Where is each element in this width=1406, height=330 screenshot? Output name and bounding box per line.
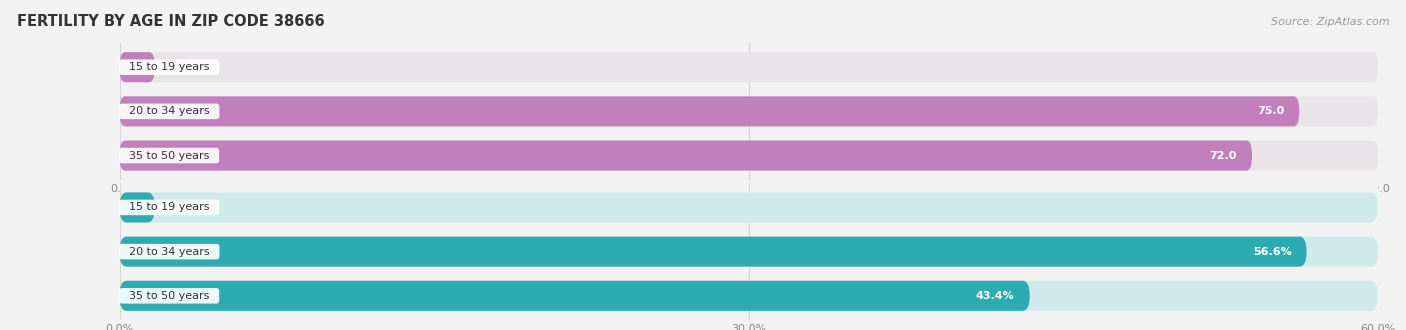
Text: 0.0%: 0.0% (170, 202, 198, 213)
FancyBboxPatch shape (120, 237, 1378, 267)
FancyBboxPatch shape (120, 281, 1378, 311)
FancyBboxPatch shape (120, 192, 1378, 222)
FancyBboxPatch shape (120, 192, 155, 222)
FancyBboxPatch shape (120, 281, 1029, 311)
Text: 15 to 19 years: 15 to 19 years (122, 202, 217, 213)
Text: 43.4%: 43.4% (976, 291, 1015, 301)
FancyBboxPatch shape (120, 141, 1378, 171)
Text: 72.0: 72.0 (1209, 150, 1237, 161)
Text: 20 to 34 years: 20 to 34 years (122, 106, 217, 116)
Text: 35 to 50 years: 35 to 50 years (122, 150, 217, 161)
Text: 15 to 19 years: 15 to 19 years (122, 62, 217, 72)
Text: 0.0: 0.0 (170, 62, 187, 72)
Text: 20 to 34 years: 20 to 34 years (122, 247, 217, 257)
Text: 56.6%: 56.6% (1253, 247, 1292, 257)
FancyBboxPatch shape (120, 141, 1251, 171)
Text: 75.0: 75.0 (1257, 106, 1284, 116)
FancyBboxPatch shape (120, 96, 1299, 126)
FancyBboxPatch shape (120, 52, 1378, 82)
Text: FERTILITY BY AGE IN ZIP CODE 38666: FERTILITY BY AGE IN ZIP CODE 38666 (17, 14, 325, 29)
Text: Source: ZipAtlas.com: Source: ZipAtlas.com (1271, 17, 1389, 27)
FancyBboxPatch shape (120, 96, 1378, 126)
FancyBboxPatch shape (120, 237, 1306, 267)
Text: 35 to 50 years: 35 to 50 years (122, 291, 217, 301)
FancyBboxPatch shape (120, 52, 155, 82)
